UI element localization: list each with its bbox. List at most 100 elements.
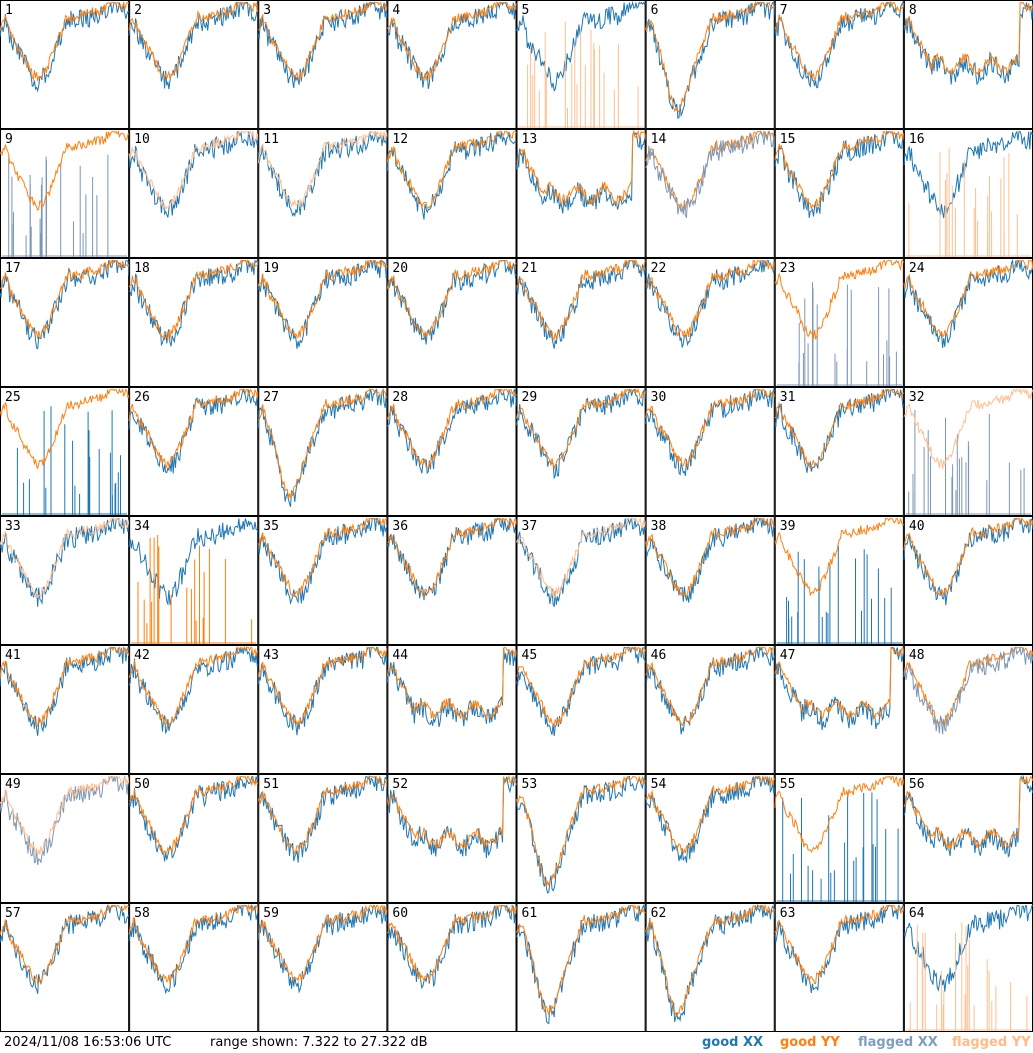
panel-frame	[774, 774, 904, 903]
panel-frame	[516, 387, 646, 516]
panel-35: 35	[257, 516, 388, 645]
panel-frame	[645, 774, 775, 903]
panel-56: 56	[903, 774, 1033, 903]
panel-44: 44	[386, 645, 517, 774]
panel-16: 16	[903, 129, 1033, 258]
panel-label: 55	[780, 777, 796, 792]
series-yy	[516, 517, 647, 598]
series-xx	[516, 646, 647, 736]
panel-61: 61	[516, 903, 647, 1032]
series-yy	[128, 646, 259, 727]
panel-57: 57	[0, 903, 130, 1032]
series-xx	[386, 517, 517, 601]
panel-label: 63	[780, 906, 796, 921]
panel-label: 35	[263, 519, 279, 534]
panel-label: 57	[5, 906, 21, 921]
panel-10: 10	[128, 129, 259, 258]
panel-label: 52	[392, 777, 408, 792]
panel-34: 34	[128, 516, 259, 645]
series-yy	[386, 774, 517, 849]
legend-good-xx: good XX	[702, 1035, 763, 1050]
panel-21: 21	[516, 258, 647, 387]
series-yy	[258, 1, 388, 81]
series-xx	[386, 388, 517, 475]
panel-label: 64	[909, 906, 925, 921]
panel-frame	[0, 258, 130, 387]
series-xx	[386, 647, 517, 728]
panel-label: 43	[263, 648, 279, 663]
series-yy	[386, 647, 517, 721]
series-yy	[774, 259, 905, 341]
panel-label: 3	[263, 3, 271, 18]
series-yy	[131, 535, 257, 644]
series-xx	[0, 646, 130, 736]
series-yy	[0, 388, 130, 470]
panel-frame	[645, 903, 775, 1032]
series-xx	[645, 516, 776, 603]
series-yy	[128, 903, 259, 984]
panel-45: 45	[516, 645, 647, 774]
panel-frame	[645, 129, 775, 258]
legend-flagged-yy-pol: YY	[1011, 1035, 1031, 1050]
panel-43: 43	[257, 645, 388, 774]
panel-36: 36	[386, 516, 517, 645]
panel-25: 25	[0, 387, 130, 516]
panel-frame	[774, 516, 904, 645]
panel-frame	[0, 903, 130, 1032]
panel-label: 60	[392, 906, 408, 921]
panel-54: 54	[645, 774, 776, 903]
series-yy	[774, 388, 905, 469]
series-xx	[257, 260, 388, 349]
series-yy	[903, 775, 1033, 850]
panel-label: 9	[5, 132, 13, 147]
series-yy	[128, 259, 259, 342]
panel-label: 40	[909, 519, 925, 534]
series-yy	[905, 148, 1031, 257]
panel-frame	[129, 774, 259, 903]
panel-51: 51	[257, 774, 388, 903]
panel-7: 7	[774, 0, 905, 129]
panel-label: 48	[909, 648, 925, 663]
panel-label: 10	[134, 132, 150, 147]
legend-flagged-xx-pol: XX	[917, 1035, 938, 1050]
panel-label: 62	[651, 906, 667, 921]
series-xx	[0, 516, 130, 607]
legend-good-yy: good YY	[780, 1035, 840, 1050]
legend-flagged-xx: flagged XX	[858, 1035, 938, 1050]
panel-frame	[387, 903, 517, 1032]
panel-label: 41	[5, 648, 21, 663]
panel-frame	[129, 516, 259, 645]
series-yy	[257, 776, 388, 857]
panel-23: 23	[774, 258, 905, 387]
series-xx	[645, 645, 776, 735]
panel-label: 42	[134, 648, 150, 663]
series-xx	[516, 776, 647, 894]
panel-15: 15	[774, 129, 905, 258]
series-xx	[2, 154, 128, 257]
series-yy	[905, 922, 1031, 1031]
panel-label: 8	[909, 3, 917, 18]
panel-11: 11	[257, 129, 388, 258]
panel-frame	[387, 129, 517, 258]
series-yy	[774, 646, 905, 720]
series-xx	[776, 545, 902, 644]
panel-label: 59	[263, 906, 279, 921]
panel-31: 31	[774, 387, 905, 516]
panel-42: 42	[128, 645, 259, 774]
series-yy	[516, 904, 646, 1016]
panel-label: 37	[522, 519, 538, 534]
series-yy	[645, 260, 776, 339]
series-xx	[386, 260, 517, 345]
series-xx	[387, 904, 517, 990]
panel-label: 61	[522, 906, 538, 921]
panel-6: 6	[645, 0, 776, 129]
series-yy	[516, 388, 647, 470]
panel-label: 21	[522, 261, 538, 276]
series-yy	[774, 2, 905, 83]
series-xx	[257, 387, 388, 508]
series-xx	[128, 903, 259, 994]
panel-label: 20	[392, 261, 408, 276]
panel-frame	[645, 258, 775, 387]
panel-label: 29	[522, 390, 538, 405]
panel-9: 9	[0, 129, 130, 258]
